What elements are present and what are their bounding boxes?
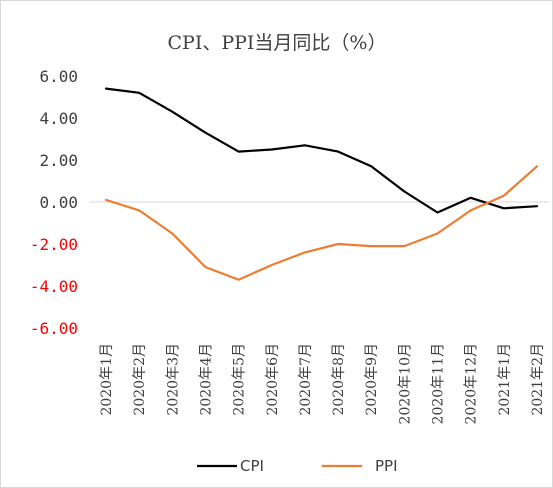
x-tick-label: 2020年4月 — [198, 343, 214, 416]
y-tick-label: 4.00 — [39, 109, 78, 128]
x-tick-label: 2020年3月 — [165, 343, 181, 416]
y-tick-label: -2.00 — [30, 235, 78, 254]
legend-label-cpi: CPI — [240, 457, 264, 475]
series-line-ppi — [104, 165, 539, 281]
x-tick-label: 2020年10月 — [397, 343, 413, 424]
x-tick-label: 2020年12月 — [464, 343, 480, 424]
x-tick-label: 2020年7月 — [298, 343, 314, 416]
x-tick-label: 2020年11月 — [431, 343, 447, 424]
series-lines — [104, 87, 539, 281]
legend: CPI PPI — [197, 457, 398, 475]
x-tick-label: 2020年9月 — [364, 343, 380, 416]
x-tick-label: 2020年1月 — [99, 343, 115, 416]
x-axis-ticks: 2020年1月 2020年2月 2020年3月 2020年4月 2020年5月 2020年… — [99, 343, 546, 424]
chart-title: CPI、PPI当月同比（%） — [168, 32, 387, 54]
y-tick-label: -4.00 — [30, 277, 78, 296]
y-tick-label: 0.00 — [39, 193, 78, 212]
x-tick-label: 2020年2月 — [132, 343, 148, 416]
y-tick-label: -6.00 — [30, 319, 78, 338]
y-axis-ticks: 6.00 4.00 2.00 0.00 -2.00 -4.00 -6.00 — [30, 67, 78, 338]
x-tick-label: 2020年8月 — [331, 343, 347, 416]
x-tick-label: 2020年6月 — [265, 343, 281, 416]
legend-label-ppi: PPI — [375, 457, 398, 475]
y-tick-label: 2.00 — [39, 151, 78, 170]
x-tick-label: 2021年1月 — [497, 343, 513, 416]
y-tick-label: 6.00 — [39, 67, 78, 86]
x-tick-label: 2021年2月 — [530, 343, 546, 416]
series-line-cpi — [104, 87, 539, 214]
x-tick-label: 2020年5月 — [232, 343, 248, 416]
